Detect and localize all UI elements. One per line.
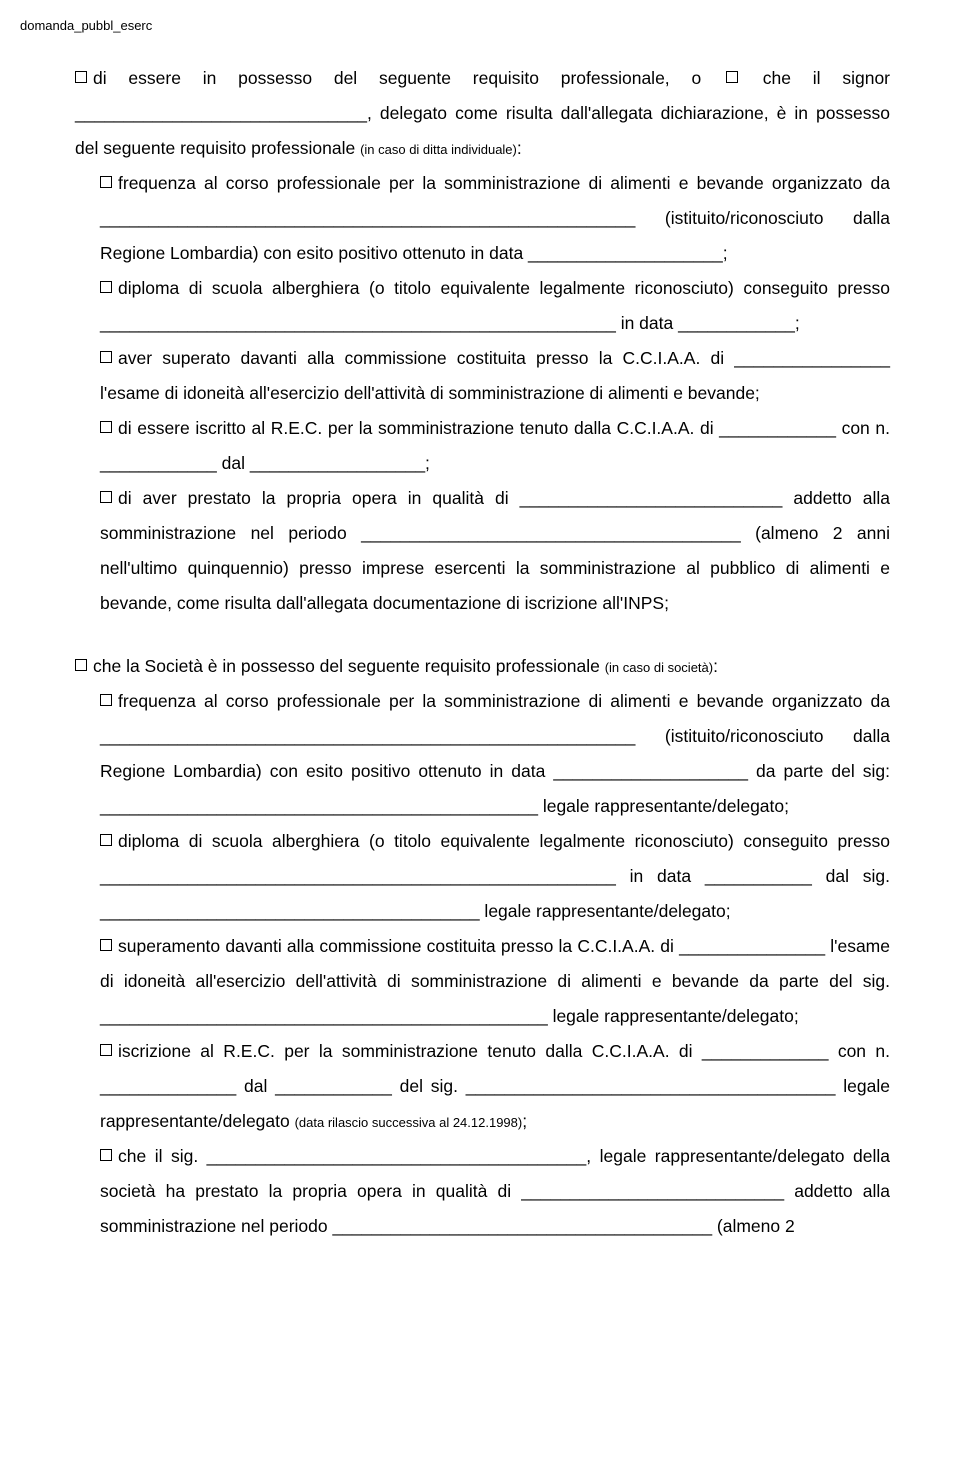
checkbox-icon[interactable] [75, 71, 87, 83]
text-run-small: (in caso di società) [605, 660, 713, 675]
checkbox-icon[interactable] [100, 351, 112, 363]
section2-opt-sig: che il sig. ____________________________… [75, 1139, 890, 1244]
section1-opt-esame: aver superato davanti alla commissione c… [75, 341, 890, 411]
checkbox-icon[interactable] [100, 176, 112, 188]
checkbox-icon[interactable] [100, 1044, 112, 1056]
document-header-label: domanda_pubbl_eserc [20, 18, 890, 33]
text-run: aver superato davanti alla commissione c… [100, 348, 890, 403]
checkbox-icon[interactable] [100, 1149, 112, 1161]
section2-opt-frequenza: frequenza al corso professionale per la … [75, 684, 890, 824]
section2-opt-diploma: diploma di scuola alberghiera (o titolo … [75, 824, 890, 929]
document-page: domanda_pubbl_eserc di essere in possess… [0, 0, 960, 1284]
text-run: che il sig. ____________________________… [100, 1146, 890, 1236]
section1-intro: di essere in possesso del seguente requi… [75, 61, 890, 166]
spacer [75, 621, 890, 649]
checkbox-icon[interactable] [100, 834, 112, 846]
text-run: ; [522, 1111, 527, 1131]
text-run: di essere iscritto al R.E.C. per la somm… [100, 418, 890, 473]
text-run: diploma di scuola alberghiera (o titolo … [100, 831, 890, 921]
text-run: che la Società è in possesso del seguent… [93, 656, 605, 676]
text-run: di essere in possesso del seguente requi… [93, 68, 723, 88]
checkbox-icon[interactable] [100, 421, 112, 433]
text-run-small: (in caso di ditta individuale) [360, 142, 517, 157]
section2-intro: che la Società è in possesso del seguent… [75, 649, 890, 684]
section1-opt-opera: di aver prestato la propria opera in qua… [75, 481, 890, 621]
text-run: diploma di scuola alberghiera (o titolo … [100, 278, 890, 333]
checkbox-icon[interactable] [726, 71, 738, 83]
checkbox-icon[interactable] [100, 939, 112, 951]
checkbox-icon[interactable] [75, 659, 87, 671]
section1-opt-frequenza: frequenza al corso professionale per la … [75, 166, 890, 271]
section1-opt-rec: di essere iscritto al R.E.C. per la somm… [75, 411, 890, 481]
section2-opt-superamento: superamento davanti alla commissione cos… [75, 929, 890, 1034]
text-run: di aver prestato la propria opera in qua… [100, 488, 890, 613]
text-run: superamento davanti alla commissione cos… [100, 936, 890, 1026]
text-run: frequenza al corso professionale per la … [100, 691, 890, 816]
text-run-small: (data rilascio successiva al 24.12.1998) [295, 1115, 523, 1130]
checkbox-icon[interactable] [100, 694, 112, 706]
section2-opt-iscrizione: iscrizione al R.E.C. per la somministraz… [75, 1034, 890, 1139]
section1-opt-diploma: diploma di scuola alberghiera (o titolo … [75, 271, 890, 341]
text-run: frequenza al corso professionale per la … [100, 173, 890, 263]
text-run: : [517, 138, 522, 158]
checkbox-icon[interactable] [100, 491, 112, 503]
text-run: : [713, 656, 718, 676]
checkbox-icon[interactable] [100, 281, 112, 293]
